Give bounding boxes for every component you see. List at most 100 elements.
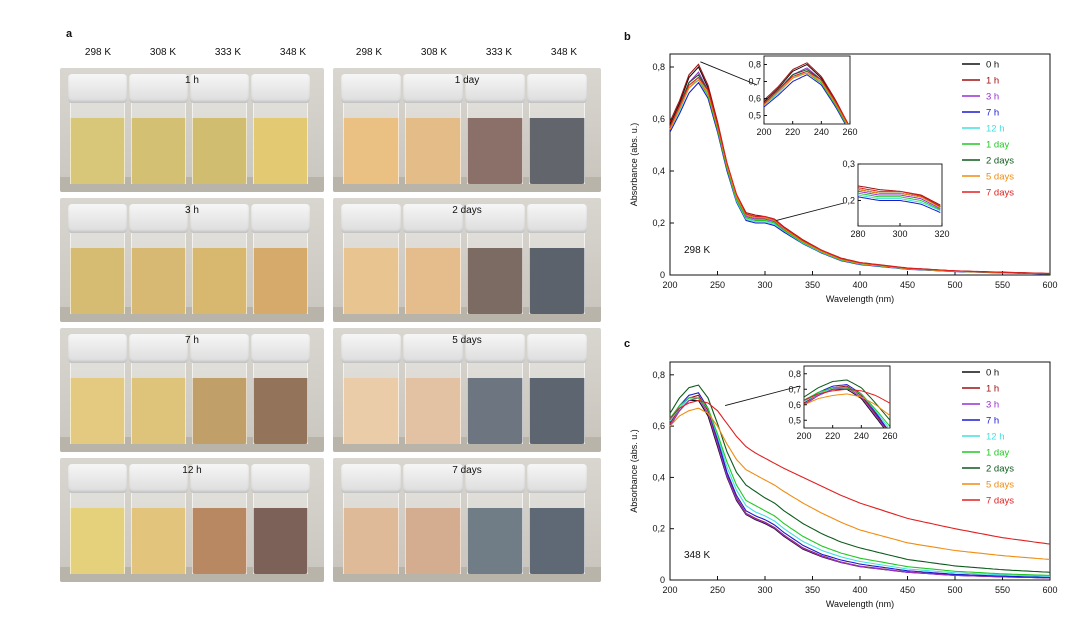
vial-photo: 7 days xyxy=(333,458,601,582)
inset-series-line xyxy=(804,388,890,404)
x-tick-label: 550 xyxy=(995,280,1010,290)
x-tick-label: 550 xyxy=(995,585,1010,595)
inset-y-tick-label: 0,6 xyxy=(788,400,801,410)
inset-series-line xyxy=(858,187,941,207)
x-tick-label: 300 xyxy=(757,585,772,595)
vial xyxy=(341,334,401,444)
vial-photo: 7 h xyxy=(60,328,324,452)
vial xyxy=(68,464,127,574)
x-tick-label: 400 xyxy=(852,585,867,595)
photo-time-label: 5 days xyxy=(452,335,482,346)
series-line xyxy=(669,399,1051,545)
vial xyxy=(68,334,127,444)
vial xyxy=(190,464,249,574)
vial-photo: 2 days xyxy=(333,198,601,322)
inset-series-line xyxy=(858,189,941,209)
inset-series-line xyxy=(764,70,849,124)
inset-series-line xyxy=(804,387,890,427)
vial-photo: 1 h xyxy=(60,68,324,192)
vial xyxy=(341,74,401,184)
x-tick-label: 350 xyxy=(805,280,820,290)
legend-entry: 7 h xyxy=(986,108,999,119)
x-axis-label: Wavelength (nm) xyxy=(826,599,894,609)
x-axis-label: Wavelength (nm) xyxy=(826,294,894,304)
series-line xyxy=(669,397,1050,579)
inset-x-tick-label: 280 xyxy=(850,229,865,239)
legend-entry: 1 day xyxy=(986,140,1009,151)
inset-x-tick-label: 300 xyxy=(892,229,907,239)
y-tick-label: 0,6 xyxy=(652,114,665,124)
inset-x-tick-label: 240 xyxy=(814,127,829,137)
inset-x-tick-label: 200 xyxy=(756,127,771,137)
vial xyxy=(251,464,310,574)
inset-series-line xyxy=(804,393,890,416)
vial xyxy=(68,74,127,184)
inset-y-tick-label: 0,3 xyxy=(842,159,855,169)
vial xyxy=(129,204,188,314)
vial xyxy=(341,204,401,314)
y-tick-label: 0,2 xyxy=(652,524,665,534)
vial xyxy=(129,74,188,184)
legend-entry: 0 h xyxy=(986,368,999,379)
y-tick-label: 0 xyxy=(660,270,665,280)
vial xyxy=(251,74,310,184)
panel-a-letter: a xyxy=(66,28,73,40)
vial xyxy=(403,464,463,574)
inset-series-line xyxy=(858,196,941,213)
vial xyxy=(190,74,249,184)
inset-x-tick-label: 220 xyxy=(785,127,800,137)
legend-entry: 7 h xyxy=(986,416,999,427)
photo-time-label: 1 h xyxy=(185,75,199,86)
x-tick-label: 500 xyxy=(947,585,962,595)
legend-entry: 3 h xyxy=(986,92,999,103)
panel-b-letter: b xyxy=(624,31,631,43)
legend-entry: 12 h xyxy=(986,124,1005,135)
condition-label: 298 K xyxy=(684,245,710,256)
chart-c-348K: 200 250 300 350 400 450 500 550 600 0 0,2 0,4 0,6 0,8… xyxy=(629,361,1058,609)
vial-photo: 5 days xyxy=(333,328,601,452)
series-line xyxy=(669,392,1051,578)
legend-entry: 7 days xyxy=(986,496,1014,507)
series-line xyxy=(669,384,1051,573)
vial-photo: 1 day xyxy=(333,68,601,192)
inset-x-tick-label: 200 xyxy=(796,431,811,441)
inset-series-line xyxy=(858,194,941,212)
inset-y-tick-label: 0,5 xyxy=(748,111,761,121)
y-tick-label: 0,8 xyxy=(652,370,665,380)
photo-time-label: 1 day xyxy=(454,75,480,86)
y-axis-label: Absorbance (abs. u.) xyxy=(629,123,639,207)
y-tick-label: 0,8 xyxy=(652,62,665,72)
legend-entry: 5 days xyxy=(986,480,1014,491)
inset-x-tick-label: 320 xyxy=(934,229,949,239)
vial xyxy=(129,464,188,574)
inset-x-tick-label: 220 xyxy=(825,431,840,441)
x-tick-label: 250 xyxy=(710,280,725,290)
inset-pointer xyxy=(724,385,801,407)
vial xyxy=(403,334,463,444)
legend-entry: 5 days xyxy=(986,172,1014,183)
y-tick-label: 0,4 xyxy=(652,166,665,176)
vial xyxy=(465,334,525,444)
temp-label-right: 308 K xyxy=(420,47,448,58)
temp-label-left: 308 K xyxy=(149,47,177,58)
temp-label-left: 348 K xyxy=(279,47,307,58)
legend-entry: 2 days xyxy=(986,156,1014,167)
inset-series-line xyxy=(764,74,846,124)
legend-entry: 1 h xyxy=(986,76,999,87)
vial xyxy=(527,334,587,444)
inset-y-tick-label: 0,8 xyxy=(748,60,761,70)
inset-y-tick-label: 0,8 xyxy=(788,369,801,379)
x-tick-label: 450 xyxy=(900,585,915,595)
vial xyxy=(251,204,310,314)
temp-label-right: 348 K xyxy=(550,47,578,58)
y-tick-label: 0,4 xyxy=(652,472,665,482)
series-line xyxy=(669,397,1051,576)
vial xyxy=(403,204,463,314)
vial xyxy=(341,464,401,574)
inset-y-tick-label: 0,7 xyxy=(788,384,801,394)
inset-x-tick-label: 260 xyxy=(882,431,897,441)
inset-x-tick-label: 260 xyxy=(842,127,857,137)
inset-y-tick-label: 0,2 xyxy=(842,195,855,205)
y-tick-label: 0,2 xyxy=(652,218,665,228)
x-tick-label: 200 xyxy=(662,280,677,290)
